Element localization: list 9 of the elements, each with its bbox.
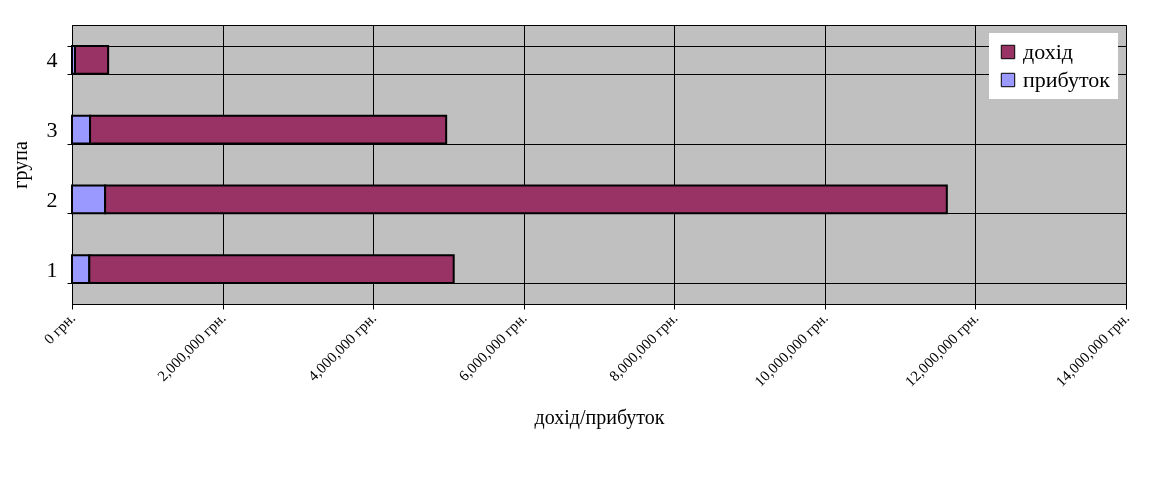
legend-label: прибуток <box>1023 67 1111 92</box>
x-tick-label: 0 грн. <box>40 309 79 348</box>
y-tick-label: 1 <box>46 256 58 282</box>
y-tick-label: 4 <box>46 47 58 73</box>
y-tick-label: 2 <box>46 186 58 212</box>
x-axis-title: дохід/прибуток <box>534 405 665 429</box>
legend-label: дохід <box>1023 39 1073 64</box>
y-tick-label: 3 <box>46 117 58 143</box>
y-axis-title: група <box>8 141 32 189</box>
